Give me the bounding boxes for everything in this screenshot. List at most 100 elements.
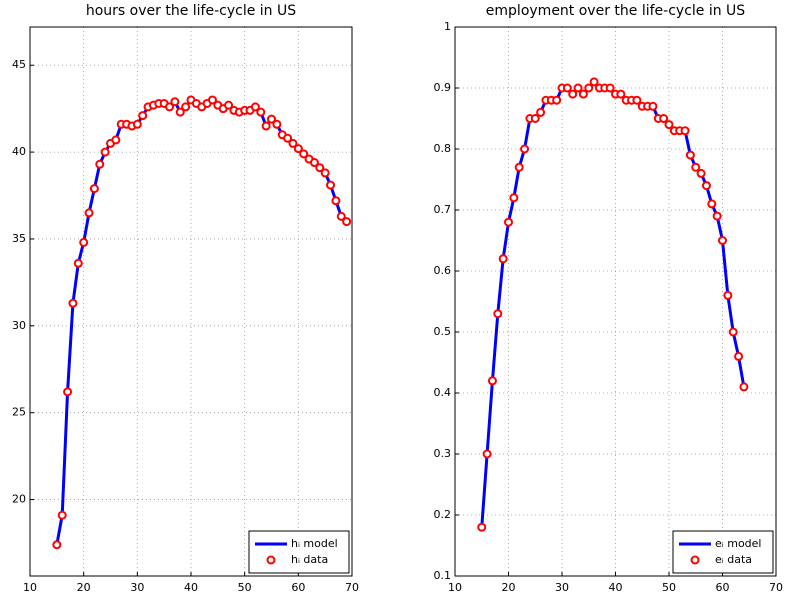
data-point [568,89,578,99]
data-point [493,309,503,319]
data-point [734,351,744,361]
data-point [712,211,722,221]
data-point [181,102,191,112]
data-point [578,89,588,99]
data-point [95,159,105,169]
data-point [224,100,234,110]
data-point [659,114,669,123]
y-tick-label: 0.6 [434,264,452,277]
x-tick-label: 20 [77,581,91,594]
plot-frame [29,26,353,577]
chart-title: employment over the life-cycle in US [486,3,746,19]
x-tick-label: 70 [345,581,359,594]
legend-label: hᵢ data [291,553,328,566]
legend: eᵢ model eᵢ data [672,530,774,574]
data-point [288,138,298,148]
y-tick-label: 0.1 [434,569,452,582]
chart-title: hours over the life-cycle in US [86,3,296,19]
data-point [685,150,695,160]
data-point [552,95,562,105]
legend-box [248,530,350,574]
x-tick-label: 30 [555,581,569,594]
data-point [477,522,487,532]
y-tick-label: 45 [12,58,26,71]
data-point [696,168,706,178]
x-tick-label: 20 [502,581,516,594]
x-tick-label: 50 [238,581,252,594]
data-point [530,114,540,123]
data-point [520,144,530,154]
data-point [68,298,78,308]
data-point [170,97,180,107]
plot-frame [454,26,777,577]
data-point [207,95,217,105]
data-point [89,184,99,194]
data-point [536,107,546,117]
x-tick-label: 30 [130,581,144,594]
data-point [52,540,62,550]
y-tick-label: 1 [444,20,451,33]
data-point [326,180,336,190]
data-point [84,208,94,218]
data-point [514,162,524,172]
data-point [584,83,594,93]
data-point [315,163,325,173]
data-point [605,83,615,93]
data-point [707,199,717,209]
data-point [728,327,738,337]
data-point [680,126,690,136]
data-point [632,95,642,105]
data-point [320,168,330,178]
data-point [562,83,572,93]
data-point [57,510,67,520]
legend: hᵢ model hᵢ data [248,530,350,574]
data-point [175,107,185,117]
x-tick-label: 40 [184,581,198,594]
x-tick-label: 10 [23,581,37,594]
data-point [309,158,319,168]
data-point [723,290,733,300]
y-tick-label: 0.7 [434,203,452,216]
legend-label: eᵢ model [715,537,761,550]
data-point [589,77,599,87]
data-point [331,196,341,206]
data-point [261,121,271,131]
y-tick-label: 25 [12,406,26,419]
y-tick-label: 0.9 [434,81,452,94]
data-point [132,119,142,129]
data-point [509,193,519,203]
data-point [165,102,175,112]
data-point [648,101,658,111]
data-point [342,217,352,227]
data-point [487,376,497,386]
data-point [498,254,508,264]
data-point [250,102,260,112]
data-point [73,258,83,268]
data-point [138,111,148,121]
data-point [739,382,749,392]
x-tick-label: 10 [448,581,462,594]
legend-label: eᵢ data [715,553,752,566]
data-point [336,211,346,221]
legend-swatch [266,555,276,565]
y-tick-label: 0.5 [434,325,452,338]
y-tick-label: 0.2 [434,508,452,521]
data-point [63,387,73,397]
data-point [691,162,701,172]
data-point [267,114,276,124]
y-tick-label: 0.8 [434,142,452,155]
data-point [482,449,492,459]
legend-swatch [690,555,700,565]
legend-label: hᵢ model [291,537,338,550]
x-tick-label: 70 [769,581,783,594]
data-point [701,181,711,191]
y-tick-label: 20 [12,493,26,506]
x-tick-label: 60 [716,581,730,594]
y-tick-label: 0.4 [434,386,452,399]
data-point [111,135,121,145]
data-point [573,83,583,93]
y-tick-label: 35 [12,232,26,245]
y-tick-label: 0.3 [434,447,452,460]
data-point [283,133,293,143]
